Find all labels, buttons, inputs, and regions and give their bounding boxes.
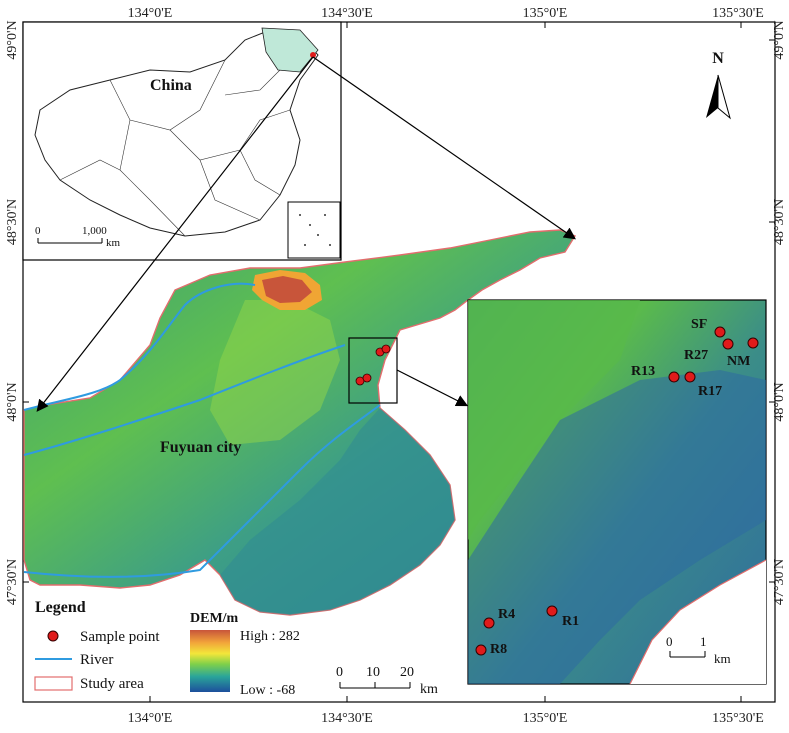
lowland-area — [220, 408, 455, 615]
heilongjiang-highlight — [261, 27, 319, 73]
connector-arrows — [36, 56, 576, 412]
river-central — [23, 344, 346, 456]
legend-sample-symbol — [47, 630, 59, 642]
china-scale-unit: km — [106, 237, 121, 249]
china-outline — [34, 29, 319, 237]
left-tick-1: 49°0'N — [5, 20, 20, 59]
sample-point-r27 — [722, 338, 734, 350]
right-tick-1: 49°0'N — [772, 20, 787, 59]
river-amur — [23, 282, 256, 411]
top-tick-1: 134°0'E — [128, 6, 173, 21]
china-scale-0: 0 — [35, 225, 41, 237]
detail-scale-unit: km — [714, 651, 731, 666]
top-tick-3: 135°0'E — [523, 6, 568, 21]
detail-study-boundary — [629, 559, 767, 685]
top-tick-4: 135°30'E — [712, 6, 764, 21]
city-label: Fuyuan city — [160, 439, 241, 456]
north-arrow-label: N — [712, 50, 724, 67]
main-scale-unit: km — [420, 682, 438, 697]
province-borders — [59, 59, 291, 237]
peak-patch — [262, 276, 312, 303]
china-inset: China 0 1,000 km — [22, 21, 342, 261]
sample-point-sf — [714, 326, 726, 338]
north-arrow-right — [717, 74, 731, 120]
top-tick-2: 134°30'E — [321, 6, 373, 21]
detail-inset: SF R27 NM R13 R17 R4 R1 R8 0 1 km — [467, 299, 767, 685]
china-label: China — [150, 77, 192, 94]
right-tick-4: 47°30'N — [772, 559, 787, 605]
china-scale-1000: 1,000 — [82, 225, 107, 237]
detail-outside-area — [630, 560, 766, 684]
sample-labels: SF R27 NM R13 R17 R4 R1 R8 — [490, 317, 750, 657]
dem-high-label: High : 282 — [240, 629, 300, 644]
bottom-tick-2: 134°30'E — [321, 711, 373, 726]
legend-study-label: Study area — [80, 676, 144, 692]
main-scale-20: 20 — [400, 665, 414, 680]
locator-points — [355, 344, 391, 386]
main-scale-10: 10 — [366, 665, 380, 680]
sample-point-nm — [747, 337, 759, 349]
river-south — [23, 404, 381, 578]
label-r4: R4 — [498, 607, 515, 622]
left-tick-3: 48°0'N — [5, 382, 20, 421]
legend-sample-label: Sample point — [80, 629, 160, 645]
left-tick-2: 48°30'N — [5, 199, 20, 245]
legend-study-symbol — [34, 676, 73, 691]
legend: Legend Sample point River Study area DEM… — [34, 599, 300, 698]
detail-scale-0: 0 — [666, 634, 673, 649]
main-scale-0: 0 — [336, 665, 343, 680]
label-sf: SF — [691, 317, 707, 332]
sample-points — [475, 326, 759, 656]
main-scale: 0 10 20 km — [336, 665, 438, 697]
detail-scale-1: 1 — [700, 634, 707, 649]
rivers — [23, 282, 381, 578]
north-arrow-left — [706, 75, 718, 118]
label-r8: R8 — [490, 642, 507, 657]
north-arrow: N — [706, 50, 731, 120]
bottom-tick-1: 134°0'E — [128, 711, 173, 726]
legend-river-label: River — [80, 652, 113, 668]
dem-color-ramp — [190, 630, 230, 692]
dem-title: DEM/m — [190, 611, 239, 626]
sample-point-r1 — [546, 605, 558, 617]
left-tick-4: 47°30'N — [5, 559, 20, 605]
sample-point-r13 — [668, 371, 680, 383]
legend-title: Legend — [35, 599, 86, 616]
label-r17: R17 — [698, 384, 722, 399]
detail-lowland — [468, 370, 766, 684]
central-upland — [210, 300, 340, 445]
label-r1: R1 — [562, 614, 579, 629]
right-tick-3: 48°0'N — [772, 382, 787, 421]
bottom-tick-4: 135°30'E — [712, 711, 764, 726]
study-area — [23, 229, 577, 616]
south-sea-islands — [299, 214, 331, 246]
label-nm: NM — [727, 354, 750, 369]
label-r27: R27 — [684, 348, 708, 363]
study-location-marker — [310, 52, 316, 58]
sample-point-r4 — [483, 617, 495, 629]
south-china-sea-box — [287, 201, 341, 259]
dem-low-label: Low : -68 — [240, 683, 295, 698]
detail-upland — [468, 300, 640, 540]
label-r13: R13 — [631, 364, 655, 379]
sample-point-r8 — [475, 644, 487, 656]
bottom-tick-3: 135°0'E — [523, 711, 568, 726]
right-tick-2: 48°30'N — [772, 199, 787, 245]
sample-point-r17 — [684, 371, 696, 383]
